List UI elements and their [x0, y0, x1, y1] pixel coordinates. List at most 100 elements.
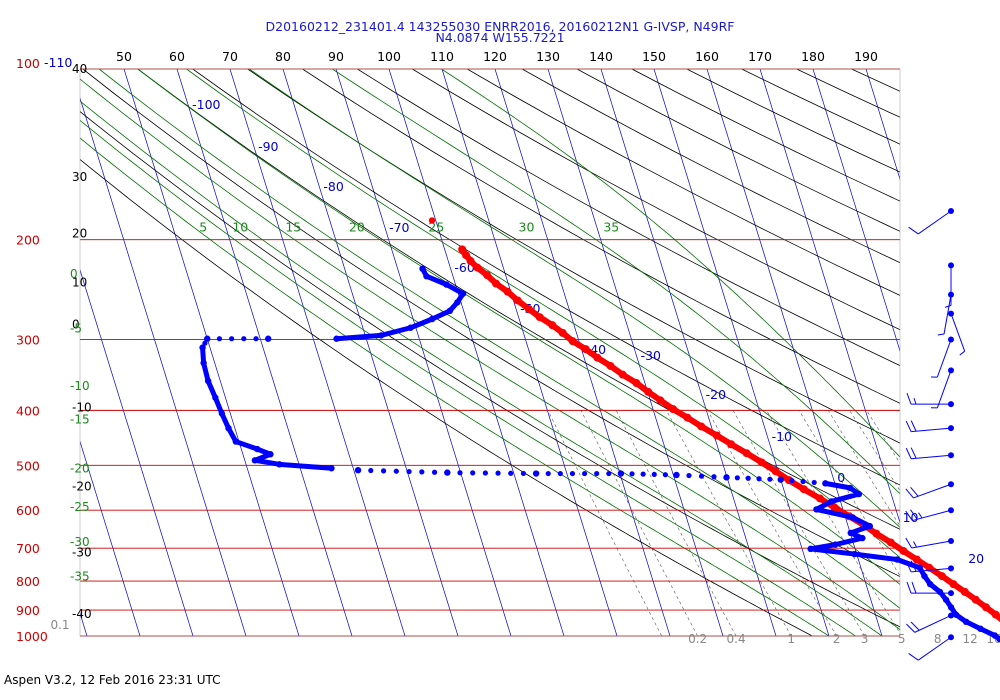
- isotherm-line: [176, 69, 353, 636]
- pressure-tick-label: 400: [16, 403, 40, 418]
- isotherm-line: [759, 69, 900, 524]
- dewpoint-point: [673, 471, 680, 479]
- dewpoint-point: [204, 335, 211, 342]
- dewpoint-point: [368, 467, 374, 474]
- mixing-ratio-line: [766, 410, 900, 634]
- wind-barb-half-flag: [913, 397, 917, 405]
- moist-adiabat-line: [80, 119, 856, 636]
- dewpoint-point: [866, 522, 874, 530]
- dewpoint-point: [202, 340, 208, 346]
- top-temperature-label: 110: [430, 49, 454, 64]
- pressure-tick-label: 100: [16, 56, 40, 71]
- dewpoint-point: [419, 265, 426, 272]
- dewpoint-point: [662, 472, 668, 478]
- isotherm-line: [80, 96, 247, 636]
- wet-bulb-tick-label: -35: [70, 569, 90, 583]
- dewpoint-point: [991, 632, 998, 639]
- dewpoint-point: [822, 480, 829, 487]
- isotherm-label: -80: [323, 179, 343, 194]
- chart-title-line-1: D20160212_231401.4 143255030 ENRR2016, 2…: [265, 19, 735, 34]
- plot-frame: [79, 68, 901, 637]
- isotherm-label: 20: [968, 551, 984, 566]
- wet-bulb-tick-label: -30: [70, 535, 90, 549]
- dewpoint-point: [482, 470, 488, 476]
- wind-barb-flag: [906, 392, 912, 405]
- equivalent-temperature-label: 30: [519, 220, 535, 235]
- equivalent-temperature-label: 10: [232, 220, 248, 235]
- isotherm-line: [388, 69, 565, 636]
- wind-barb-half-flag: [959, 350, 965, 356]
- isotherm-line: [123, 69, 300, 636]
- altitude-tick-label: 10: [72, 276, 87, 290]
- pressure-tick-label: 300: [16, 333, 40, 348]
- mixing-ratio-line: [921, 410, 1000, 636]
- isotherm-line: [919, 69, 1000, 636]
- wet-bulb-tick-label: -25: [70, 500, 90, 514]
- top-temperature-label: 90: [328, 49, 344, 64]
- pressure-tick-label: 700: [16, 541, 40, 556]
- top-temperature-label: 130: [536, 49, 560, 64]
- temperature-profile: [428, 217, 1000, 623]
- dewpoint-point: [407, 324, 414, 331]
- dewpoint-point: [377, 332, 385, 339]
- dewpoint-point: [276, 461, 283, 468]
- wind-barb-flag: [905, 420, 912, 432]
- wind-barb-staff: [911, 540, 952, 549]
- moist-adiabat-line: [441, 69, 900, 458]
- wind-barb-flag: [910, 509, 918, 520]
- equivalent-temperature-label: 15: [285, 220, 301, 235]
- dewpoint-point: [698, 473, 705, 479]
- wet-bulb-tick-label: -15: [70, 412, 90, 426]
- dewpoint-point: [406, 468, 412, 475]
- altitude-tick-label: 40: [72, 62, 87, 76]
- dewpoint-point: [229, 336, 235, 342]
- mixing-ratio-line: [547, 410, 662, 636]
- mixing-ratio-label: 0.2: [688, 632, 707, 646]
- dewpoint-point: [508, 470, 514, 476]
- wind-barb-staff: [950, 313, 966, 352]
- dewpoint-point: [952, 611, 960, 618]
- mixing-ratio-label: 2: [833, 632, 841, 646]
- dewpoint-point: [354, 466, 362, 474]
- dewpoint-point: [253, 445, 261, 453]
- dry-adiabat-line: [357, 69, 900, 367]
- altitude-tick-label: -40: [72, 607, 92, 621]
- dewpoint-point: [686, 472, 692, 479]
- wind-barb-staff: [911, 454, 952, 460]
- equivalent-temperature-label: 5: [199, 220, 207, 235]
- dewpoint-point: [267, 451, 274, 458]
- moist-adiabat-line: [80, 100, 883, 636]
- isotherm-line: [229, 69, 406, 636]
- altitude-tick-label: -10: [72, 400, 92, 414]
- dewpoint-point: [380, 468, 387, 474]
- dewpoint-point: [916, 564, 923, 571]
- wind-barb-half-flag: [937, 333, 945, 336]
- mixing-ratio-line: [580, 410, 698, 636]
- dewpoint-point: [459, 290, 467, 297]
- wind-barb-staff: [936, 370, 952, 409]
- dewpoint-point: [767, 476, 773, 482]
- dewpoint-point: [936, 588, 944, 596]
- dewpoint-point: [581, 470, 588, 477]
- pressure-tick-label: 200: [16, 233, 40, 248]
- wind-barb-flag: [910, 621, 920, 631]
- dewpoint-point: [232, 438, 240, 445]
- altitude-tick-label: 0: [72, 317, 80, 331]
- wind-barb-flag: [911, 581, 917, 594]
- moist-adiabat-line: [98, 69, 900, 609]
- isotherm-label: -30: [641, 348, 661, 363]
- wind-barb-staff: [912, 509, 952, 522]
- dry-adiabat-line: [80, 111, 900, 628]
- moist-adiabat-line: [80, 137, 830, 636]
- wind-barb-staff: [917, 210, 952, 235]
- dewpoint-point: [926, 580, 934, 588]
- mixing-ratio-label: 0.1: [50, 618, 69, 632]
- dewpoint-point: [813, 506, 820, 513]
- dewpoint-point: [264, 335, 272, 342]
- dewpoint-point: [532, 470, 540, 477]
- mixing-ratio-line: [732, 410, 865, 636]
- moist-adiabat-line: [332, 69, 900, 495]
- dewpoint-point: [333, 335, 340, 342]
- footer-version-timestamp: Aspen V3.2, 12 Feb 2016 23:31 UTC: [4, 673, 221, 687]
- altitude-tick-label: 20: [72, 226, 87, 240]
